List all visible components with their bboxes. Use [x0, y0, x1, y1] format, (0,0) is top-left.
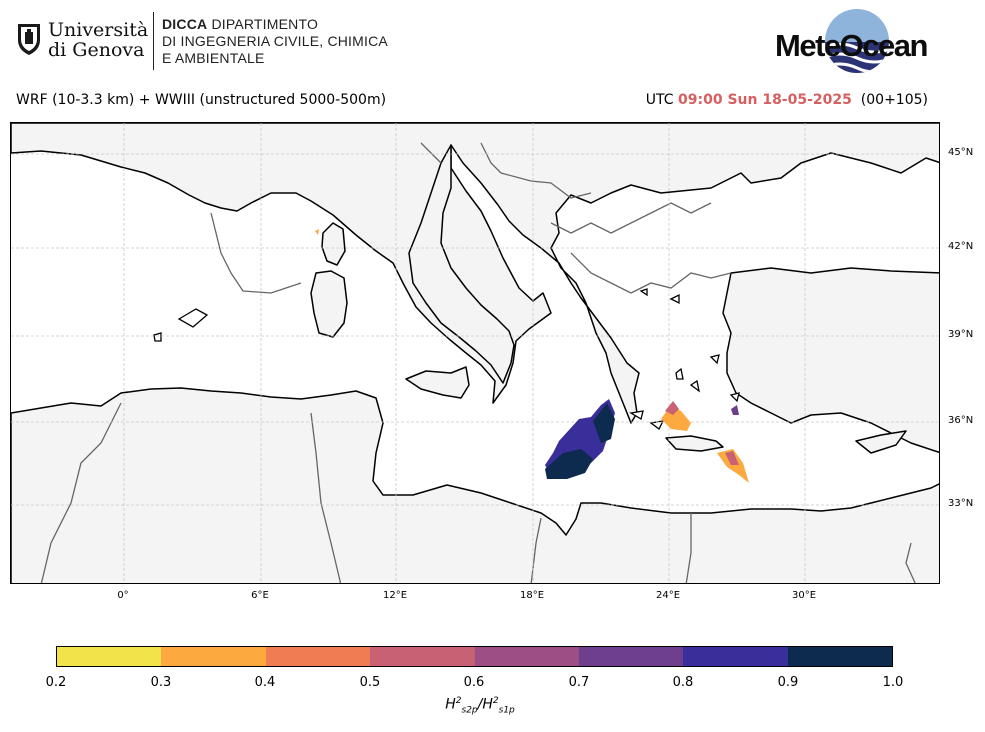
meteocean-logo-icon	[822, 8, 892, 78]
map-panel	[10, 122, 940, 584]
lon-label: 6°E	[251, 590, 269, 601]
colorbar-tick: 0.7	[568, 675, 590, 690]
lat-label: 33°N	[948, 498, 974, 509]
brand-name: MeteOcean	[775, 28, 928, 63]
lat-label: 39°N	[948, 329, 974, 340]
colorbar-tick: 0.2	[45, 675, 67, 690]
colorbar-tick: 0.6	[463, 675, 485, 690]
colorbar-segment	[57, 647, 162, 666]
lon-label: 12°E	[382, 590, 408, 601]
lon-label: 30°E	[791, 590, 817, 601]
utc-label: UTC	[645, 92, 674, 108]
forecast-run: (00+105)	[860, 92, 928, 108]
forecast-time: UTC 09:00 Sun 18-05-2025 (00+105)	[646, 92, 928, 108]
colorbar-label: H2s2p/H2s1p	[445, 696, 515, 716]
colorbar-segment	[370, 647, 475, 666]
colorbar-tick: 0.8	[672, 675, 694, 690]
forecast-datetime: 09:00 Sun 18-05-2025	[678, 92, 852, 108]
lon-label: 0°	[117, 590, 129, 601]
colorbar-segment	[787, 647, 892, 666]
colorbar-segment	[265, 647, 371, 666]
lat-label: 45°N	[948, 147, 974, 158]
colorbar-tick: 0.4	[254, 675, 276, 690]
university-name: Università di Genova	[48, 19, 149, 61]
lat-label: 42°N	[948, 241, 974, 252]
map-canvas	[11, 123, 939, 583]
lat-label: 36°N	[948, 415, 974, 426]
colorbar-segment	[161, 647, 266, 666]
model-title: WRF (10-3.3 km) + WWIII (unstructured 50…	[16, 92, 387, 108]
colorbar-tick: 0.9	[777, 675, 799, 690]
lon-label: 18°E	[519, 590, 545, 601]
colorbar-segment	[683, 647, 788, 666]
logo-separator	[153, 12, 154, 70]
colorbar-tick: 0.3	[150, 675, 172, 690]
colorbar-tick: 1.0	[882, 675, 904, 690]
colorbar-segment	[578, 647, 684, 666]
wave-ratio-field	[315, 229, 749, 483]
colorbar-segment	[474, 647, 579, 666]
lon-label: 24°E	[655, 590, 681, 601]
department-name: DICCA DIPARTIMENTO DI INGEGNERIA CIVILE,…	[162, 16, 388, 66]
colorbar	[56, 646, 893, 667]
university-seal-icon	[16, 22, 42, 60]
colorbar-tick: 0.5	[359, 675, 381, 690]
